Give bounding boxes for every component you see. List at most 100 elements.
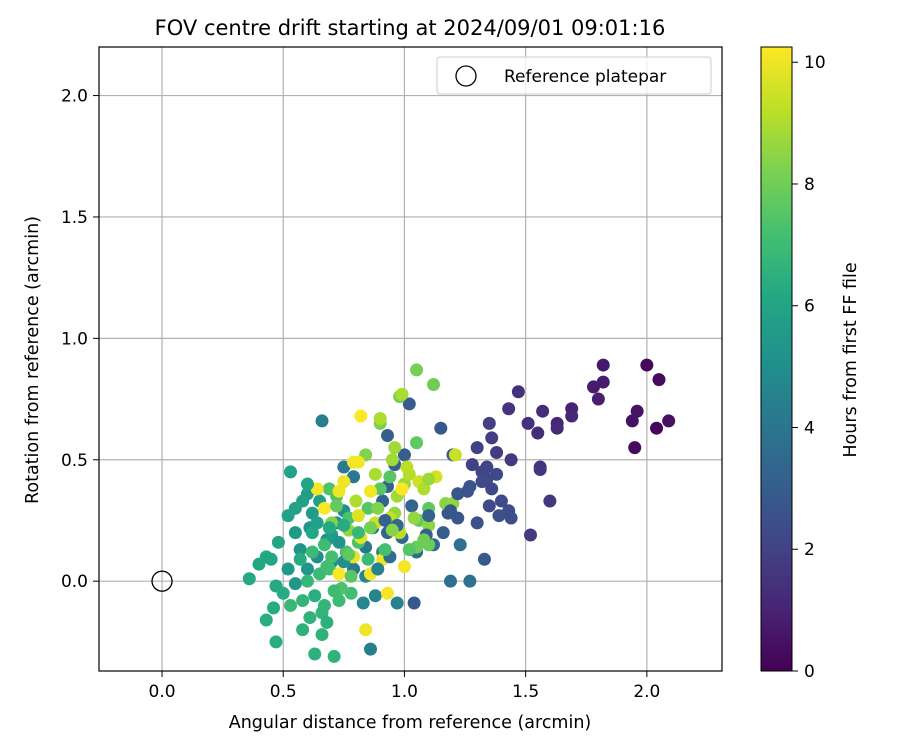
data-point (320, 560, 334, 574)
data-point (332, 484, 346, 498)
data-point (347, 470, 361, 484)
y-tick-label: 2.0 (61, 87, 88, 107)
data-point (300, 477, 314, 491)
data-point (296, 623, 310, 637)
data-point (490, 467, 504, 481)
data-point (422, 472, 436, 486)
data-point (317, 538, 331, 552)
data-point (521, 416, 535, 430)
data-point (427, 377, 441, 391)
data-point (337, 475, 351, 489)
data-point (364, 521, 378, 535)
data-point (347, 455, 361, 469)
y-tick-label: 0.0 (61, 572, 88, 592)
data-point (332, 535, 346, 549)
data-point (482, 416, 496, 430)
data-point (591, 392, 605, 406)
data-point (480, 460, 494, 474)
data-point (356, 596, 370, 610)
legend-label-reference: Reference platepar (504, 67, 666, 87)
data-point (422, 518, 436, 532)
data-points-layer (242, 358, 676, 663)
data-point (407, 596, 421, 610)
data-point (344, 569, 358, 583)
colorbar: 0 2 4 6 8 10 Hours from first FF file (760, 46, 861, 682)
data-point (490, 445, 504, 459)
data-point (630, 404, 644, 418)
data-point (463, 574, 477, 588)
x-tick-label: 0.0 (149, 682, 176, 702)
data-point (397, 448, 411, 462)
data-point (470, 441, 484, 455)
data-point (320, 615, 334, 629)
x-axis-label: Angular distance from reference (arcmin) (229, 713, 592, 733)
legend: Reference platepar (436, 56, 712, 95)
data-point (315, 628, 329, 642)
data-point (652, 373, 666, 387)
data-point (317, 501, 331, 515)
data-point (332, 594, 346, 608)
data-point (485, 431, 499, 445)
data-point (443, 504, 457, 518)
data-point (315, 606, 329, 620)
data-point (308, 589, 322, 603)
data-point (465, 458, 479, 472)
data-point (293, 543, 307, 557)
data-point (308, 647, 322, 661)
data-point (550, 421, 564, 435)
data-point (271, 535, 285, 549)
data-point (477, 552, 491, 566)
data-point (296, 594, 310, 608)
data-point (284, 598, 298, 612)
data-point (390, 596, 404, 610)
colorbar-tick-label: 4 (804, 418, 815, 438)
reference-platepar-marker (151, 570, 173, 592)
data-point (485, 482, 499, 496)
data-point (434, 421, 448, 435)
data-point (368, 467, 382, 481)
data-point (395, 482, 409, 496)
data-point (397, 560, 411, 574)
data-point (628, 441, 642, 455)
data-point (332, 567, 346, 581)
data-point (267, 601, 281, 615)
data-point (300, 562, 314, 576)
data-point (378, 543, 392, 557)
data-point (276, 586, 290, 600)
data-point (361, 552, 375, 566)
y-tick-label: 0.5 (61, 451, 88, 471)
data-point (531, 426, 545, 440)
data-point (269, 635, 283, 649)
data-point (351, 509, 365, 523)
data-point (453, 538, 467, 552)
data-point (361, 501, 375, 515)
x-tick-label: 1.0 (391, 682, 418, 702)
data-point (281, 562, 295, 576)
data-point (344, 586, 358, 600)
data-point (284, 465, 298, 479)
data-point (325, 550, 339, 564)
data-point (407, 511, 421, 525)
data-point (259, 613, 273, 627)
data-point (395, 387, 409, 401)
y-tick-label: 1.5 (61, 208, 88, 228)
data-point (351, 526, 365, 540)
data-point (337, 518, 351, 532)
data-point (451, 487, 465, 501)
colorbar-label: Hours from first FF file (841, 262, 861, 457)
data-point (410, 436, 424, 450)
data-point (322, 521, 336, 535)
data-point (475, 475, 489, 489)
x-tick-label: 2.0 (633, 682, 660, 702)
grid-layer (99, 47, 722, 671)
reference-point-layer (151, 570, 173, 592)
data-point (288, 577, 302, 591)
data-point (310, 516, 324, 530)
data-point (417, 482, 431, 496)
data-point (354, 409, 368, 423)
data-point (443, 574, 457, 588)
data-point (315, 414, 329, 428)
data-point (533, 462, 547, 476)
data-point (380, 586, 394, 600)
data-point (596, 375, 610, 389)
